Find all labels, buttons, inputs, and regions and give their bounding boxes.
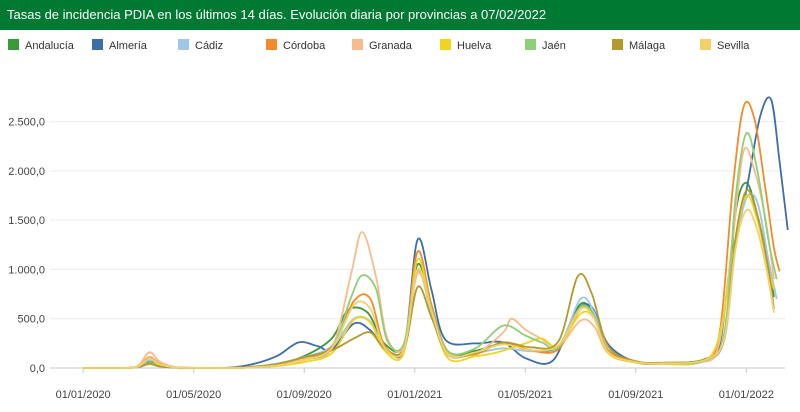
y-axis: 0,0 500,0 1.000,0 1.500,0 2.000,0 2.500,0: [8, 117, 45, 375]
y-tick-label: 2.000,0: [8, 166, 45, 178]
legend-item[interactable]: Huelva: [440, 37, 491, 55]
legend-label: Huelva: [457, 40, 492, 52]
legend-swatch: [612, 39, 623, 50]
legend-item[interactable]: Sevilla: [700, 37, 749, 55]
legend-swatch: [352, 39, 363, 50]
legend-swatch: [178, 39, 189, 50]
series-line-huelva: [83, 194, 775, 369]
chart-title-bar: Tasas de incidencia PDIA en los últimos …: [0, 0, 800, 30]
legend-swatch: [440, 39, 451, 50]
legend-item[interactable]: Cádiz: [178, 37, 223, 55]
legend-swatch: [700, 39, 711, 50]
x-tick-label: 01/09/2021: [608, 389, 663, 401]
x-tick-label: 01/01/2020: [56, 389, 111, 401]
legend-swatch: [8, 39, 19, 50]
legend-label: Málaga: [629, 40, 666, 52]
legend-label: Andalucía: [25, 40, 74, 52]
y-tick-label: 0,0: [30, 363, 45, 375]
legend-item[interactable]: Granada: [352, 37, 412, 55]
legend-item[interactable]: Almería: [92, 37, 147, 55]
grid-lines: [50, 121, 785, 369]
y-tick-label: 2.500,0: [8, 117, 45, 129]
series-line-sevilla: [83, 208, 775, 369]
y-tick-label: 1.000,0: [8, 264, 45, 276]
legend-label: Jaén: [542, 40, 566, 52]
x-tick-label: 01/01/2021: [387, 389, 442, 401]
x-tick-label: 01/05/2020: [166, 389, 221, 401]
series-line-granada: [83, 146, 775, 369]
y-tick-label: 1.500,0: [8, 215, 45, 227]
x-tick-label: 01/05/2021: [498, 389, 553, 401]
x-tick-label: 01/09/2020: [277, 389, 332, 401]
legend-label: Córdoba: [283, 40, 326, 52]
legend-label: Almería: [109, 40, 147, 52]
y-tick-label: 500,0: [17, 314, 45, 326]
series-lines: [83, 96, 789, 369]
chart-title: Tasas de incidencia PDIA en los últimos …: [7, 7, 547, 22]
legend-item[interactable]: Jaén: [525, 37, 566, 55]
series-line-jaen: [83, 131, 778, 369]
x-axis: 01/01/2020 01/05/2020 01/09/2020 01/01/2021…: [56, 368, 774, 401]
legend-item[interactable]: Málaga: [612, 37, 665, 55]
series-line-cordoba: [83, 100, 781, 369]
legend-swatch: [266, 39, 277, 50]
legend-swatch: [92, 39, 103, 50]
legend-item[interactable]: Andalucía: [8, 37, 74, 55]
legend-label: Granada: [369, 40, 412, 52]
x-tick-label: 01/01/2022: [719, 389, 774, 401]
legend-item[interactable]: Córdoba: [266, 37, 325, 55]
legend-label: Sevilla: [717, 40, 750, 52]
legend-swatch: [525, 39, 536, 50]
chart-legend: Andalucía Almería Cádiz Córdoba Granada Huelv…: [0, 37, 800, 55]
legend-label: Cádiz: [195, 40, 224, 52]
